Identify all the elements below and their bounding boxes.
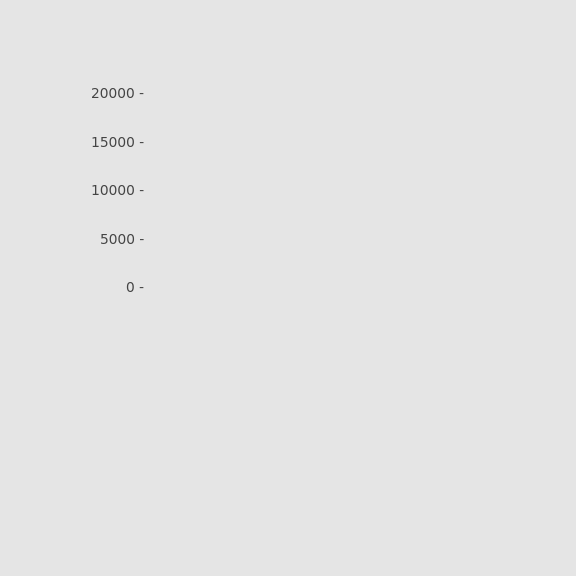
Text: Premium: Premium <box>84 201 164 219</box>
Bar <box>246 252 363 382</box>
Bar <box>236 154 363 288</box>
Bar <box>363 283 378 301</box>
Bar <box>335 288 391 336</box>
Text: Very Good: Very Good <box>168 483 262 501</box>
Text: 10000 -: 10000 - <box>91 184 144 198</box>
Text: 20000 -: 20000 - <box>91 87 144 101</box>
Bar <box>363 79 562 288</box>
Text: 15000 -: 15000 - <box>91 136 144 150</box>
Text: 0 -: 0 - <box>126 281 144 295</box>
Text: Ideal: Ideal <box>341 28 385 46</box>
Text: 5000 -: 5000 - <box>100 233 144 247</box>
Text: Good: Good <box>487 483 535 501</box>
